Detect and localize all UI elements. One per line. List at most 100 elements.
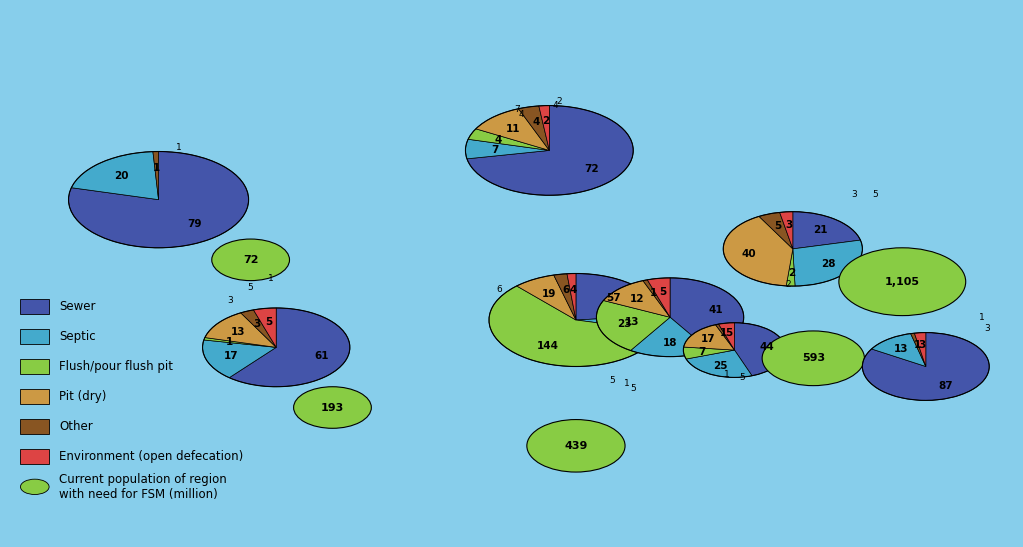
Text: 57: 57 bbox=[607, 293, 621, 302]
Text: Pit (dry): Pit (dry) bbox=[59, 390, 106, 403]
Text: 1,105: 1,105 bbox=[885, 277, 920, 287]
Text: 593: 593 bbox=[802, 353, 825, 363]
Text: 40: 40 bbox=[742, 249, 756, 259]
Text: 5: 5 bbox=[265, 317, 272, 327]
Wedge shape bbox=[69, 152, 249, 248]
Text: 1: 1 bbox=[153, 164, 161, 173]
Text: 2: 2 bbox=[557, 97, 563, 106]
Wedge shape bbox=[519, 106, 549, 150]
Text: 4: 4 bbox=[532, 117, 539, 127]
Wedge shape bbox=[683, 325, 735, 350]
Text: 3: 3 bbox=[919, 340, 926, 350]
Text: 144: 144 bbox=[536, 341, 559, 351]
Wedge shape bbox=[780, 212, 793, 249]
Text: 3: 3 bbox=[851, 190, 857, 199]
Text: 4: 4 bbox=[519, 110, 525, 119]
Text: 17: 17 bbox=[224, 351, 238, 361]
Wedge shape bbox=[596, 300, 670, 351]
Text: 5: 5 bbox=[739, 373, 745, 382]
Text: Flush/pour flush pit: Flush/pour flush pit bbox=[59, 360, 173, 373]
Wedge shape bbox=[735, 323, 786, 376]
Wedge shape bbox=[718, 323, 735, 350]
Text: Other: Other bbox=[59, 420, 93, 433]
Wedge shape bbox=[793, 240, 862, 286]
Wedge shape bbox=[862, 333, 989, 400]
Text: 21: 21 bbox=[813, 225, 828, 235]
Wedge shape bbox=[715, 324, 735, 350]
Text: 3: 3 bbox=[785, 220, 792, 230]
Wedge shape bbox=[683, 347, 735, 359]
Bar bbox=[20, 359, 49, 374]
Text: 20: 20 bbox=[114, 171, 129, 181]
Text: 5: 5 bbox=[248, 283, 254, 292]
Wedge shape bbox=[576, 316, 663, 331]
Text: 7: 7 bbox=[514, 105, 520, 114]
Text: 1: 1 bbox=[176, 143, 182, 152]
Text: 79: 79 bbox=[187, 219, 202, 229]
Wedge shape bbox=[539, 106, 549, 150]
Circle shape bbox=[839, 248, 966, 316]
Text: Sewer: Sewer bbox=[59, 300, 96, 313]
Wedge shape bbox=[254, 308, 276, 347]
Text: 1: 1 bbox=[226, 337, 233, 347]
Wedge shape bbox=[872, 334, 926, 366]
Text: 5: 5 bbox=[872, 190, 878, 199]
Wedge shape bbox=[648, 278, 670, 317]
Wedge shape bbox=[517, 275, 576, 320]
Wedge shape bbox=[686, 350, 752, 377]
Wedge shape bbox=[759, 212, 793, 249]
Text: 18: 18 bbox=[663, 338, 677, 348]
Wedge shape bbox=[152, 152, 159, 200]
Wedge shape bbox=[204, 337, 276, 347]
Text: 1: 1 bbox=[651, 288, 658, 298]
Wedge shape bbox=[670, 278, 744, 351]
Bar bbox=[20, 449, 49, 464]
Text: 6: 6 bbox=[496, 286, 502, 294]
Text: 5: 5 bbox=[609, 376, 615, 385]
Text: 5: 5 bbox=[725, 328, 732, 337]
Text: 3: 3 bbox=[254, 319, 261, 329]
Text: 13: 13 bbox=[625, 317, 639, 327]
Wedge shape bbox=[229, 308, 350, 387]
Wedge shape bbox=[465, 139, 549, 159]
Text: 13: 13 bbox=[231, 327, 246, 336]
Text: Septic: Septic bbox=[59, 330, 96, 343]
Wedge shape bbox=[630, 317, 710, 357]
Wedge shape bbox=[723, 217, 793, 286]
Circle shape bbox=[527, 420, 625, 472]
Text: 44: 44 bbox=[760, 342, 774, 352]
Wedge shape bbox=[642, 280, 670, 317]
Text: 6: 6 bbox=[563, 286, 570, 295]
Text: 1: 1 bbox=[914, 340, 921, 350]
Wedge shape bbox=[466, 106, 633, 195]
Text: 1: 1 bbox=[723, 370, 729, 379]
Text: 4: 4 bbox=[495, 135, 502, 145]
Wedge shape bbox=[787, 249, 795, 286]
Text: 61: 61 bbox=[314, 351, 328, 361]
Wedge shape bbox=[476, 109, 549, 150]
Text: 7: 7 bbox=[698, 347, 705, 357]
Text: 4: 4 bbox=[570, 285, 577, 295]
Text: 25: 25 bbox=[713, 361, 727, 371]
Wedge shape bbox=[205, 313, 276, 347]
Text: 87: 87 bbox=[939, 381, 953, 391]
Text: 5: 5 bbox=[773, 221, 781, 231]
Text: 2: 2 bbox=[542, 117, 549, 126]
Text: 1: 1 bbox=[268, 275, 274, 283]
Text: 3: 3 bbox=[984, 324, 990, 333]
Wedge shape bbox=[240, 310, 276, 347]
Text: 11: 11 bbox=[506, 124, 521, 133]
Bar bbox=[20, 299, 49, 314]
Circle shape bbox=[294, 387, 371, 428]
Text: 2: 2 bbox=[785, 280, 791, 289]
Wedge shape bbox=[72, 152, 159, 200]
Text: 72: 72 bbox=[584, 164, 598, 174]
Circle shape bbox=[762, 331, 864, 386]
Wedge shape bbox=[915, 333, 926, 366]
Text: 439: 439 bbox=[565, 441, 587, 451]
Text: 12: 12 bbox=[630, 294, 644, 304]
Bar bbox=[20, 329, 49, 344]
Text: 4: 4 bbox=[552, 101, 559, 109]
Text: Environment (open defecation): Environment (open defecation) bbox=[59, 450, 243, 463]
Wedge shape bbox=[489, 286, 661, 366]
